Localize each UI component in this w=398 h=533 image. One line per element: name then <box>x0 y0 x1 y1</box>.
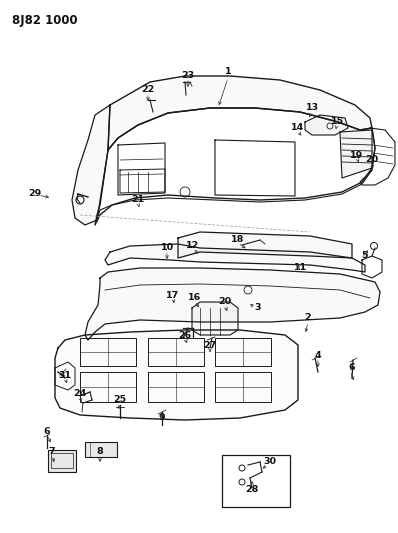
Text: 20: 20 <box>219 297 232 306</box>
Text: 23: 23 <box>181 70 195 79</box>
Text: 21: 21 <box>131 196 144 205</box>
Polygon shape <box>305 115 348 135</box>
Text: 3: 3 <box>255 303 261 312</box>
Text: 14: 14 <box>291 124 304 133</box>
Polygon shape <box>192 302 238 335</box>
Text: 19: 19 <box>350 150 364 159</box>
Polygon shape <box>105 244 365 272</box>
Text: 30: 30 <box>263 457 277 466</box>
Text: 2: 2 <box>305 313 311 322</box>
Bar <box>85 442 117 457</box>
Text: 6: 6 <box>349 364 355 373</box>
Polygon shape <box>72 105 110 225</box>
Text: 4: 4 <box>315 351 321 359</box>
Bar <box>215 338 271 366</box>
Bar <box>51 453 73 468</box>
Bar <box>80 372 136 402</box>
Text: 29: 29 <box>28 189 42 198</box>
Text: 6: 6 <box>44 427 50 437</box>
Text: 9: 9 <box>159 414 165 423</box>
Text: 18: 18 <box>231 236 245 245</box>
Bar <box>80 338 136 366</box>
Bar <box>215 372 271 402</box>
Text: 8: 8 <box>97 448 103 456</box>
Polygon shape <box>85 268 380 340</box>
Text: 10: 10 <box>160 244 174 253</box>
Text: 25: 25 <box>113 395 127 405</box>
Text: 24: 24 <box>73 389 87 398</box>
Text: 27: 27 <box>203 341 217 350</box>
Text: 5: 5 <box>362 251 368 260</box>
Polygon shape <box>340 130 372 178</box>
Text: 31: 31 <box>59 370 72 379</box>
Text: 7: 7 <box>49 448 55 456</box>
Bar <box>48 450 76 472</box>
Text: 28: 28 <box>245 486 259 495</box>
Text: 8J82 1000: 8J82 1000 <box>12 14 78 27</box>
Text: 26: 26 <box>178 330 191 340</box>
Text: 1: 1 <box>225 68 231 77</box>
Bar <box>148 338 204 366</box>
Text: 17: 17 <box>166 290 179 300</box>
Polygon shape <box>108 76 372 150</box>
Text: 20: 20 <box>365 156 378 165</box>
Bar <box>222 455 290 507</box>
Polygon shape <box>55 330 298 420</box>
Text: 22: 22 <box>141 85 155 94</box>
Text: 16: 16 <box>188 294 202 303</box>
Text: 15: 15 <box>330 117 343 126</box>
Polygon shape <box>178 232 352 258</box>
Bar <box>148 372 204 402</box>
Text: 13: 13 <box>305 103 318 112</box>
Text: 11: 11 <box>295 263 308 272</box>
Text: 12: 12 <box>186 240 200 249</box>
